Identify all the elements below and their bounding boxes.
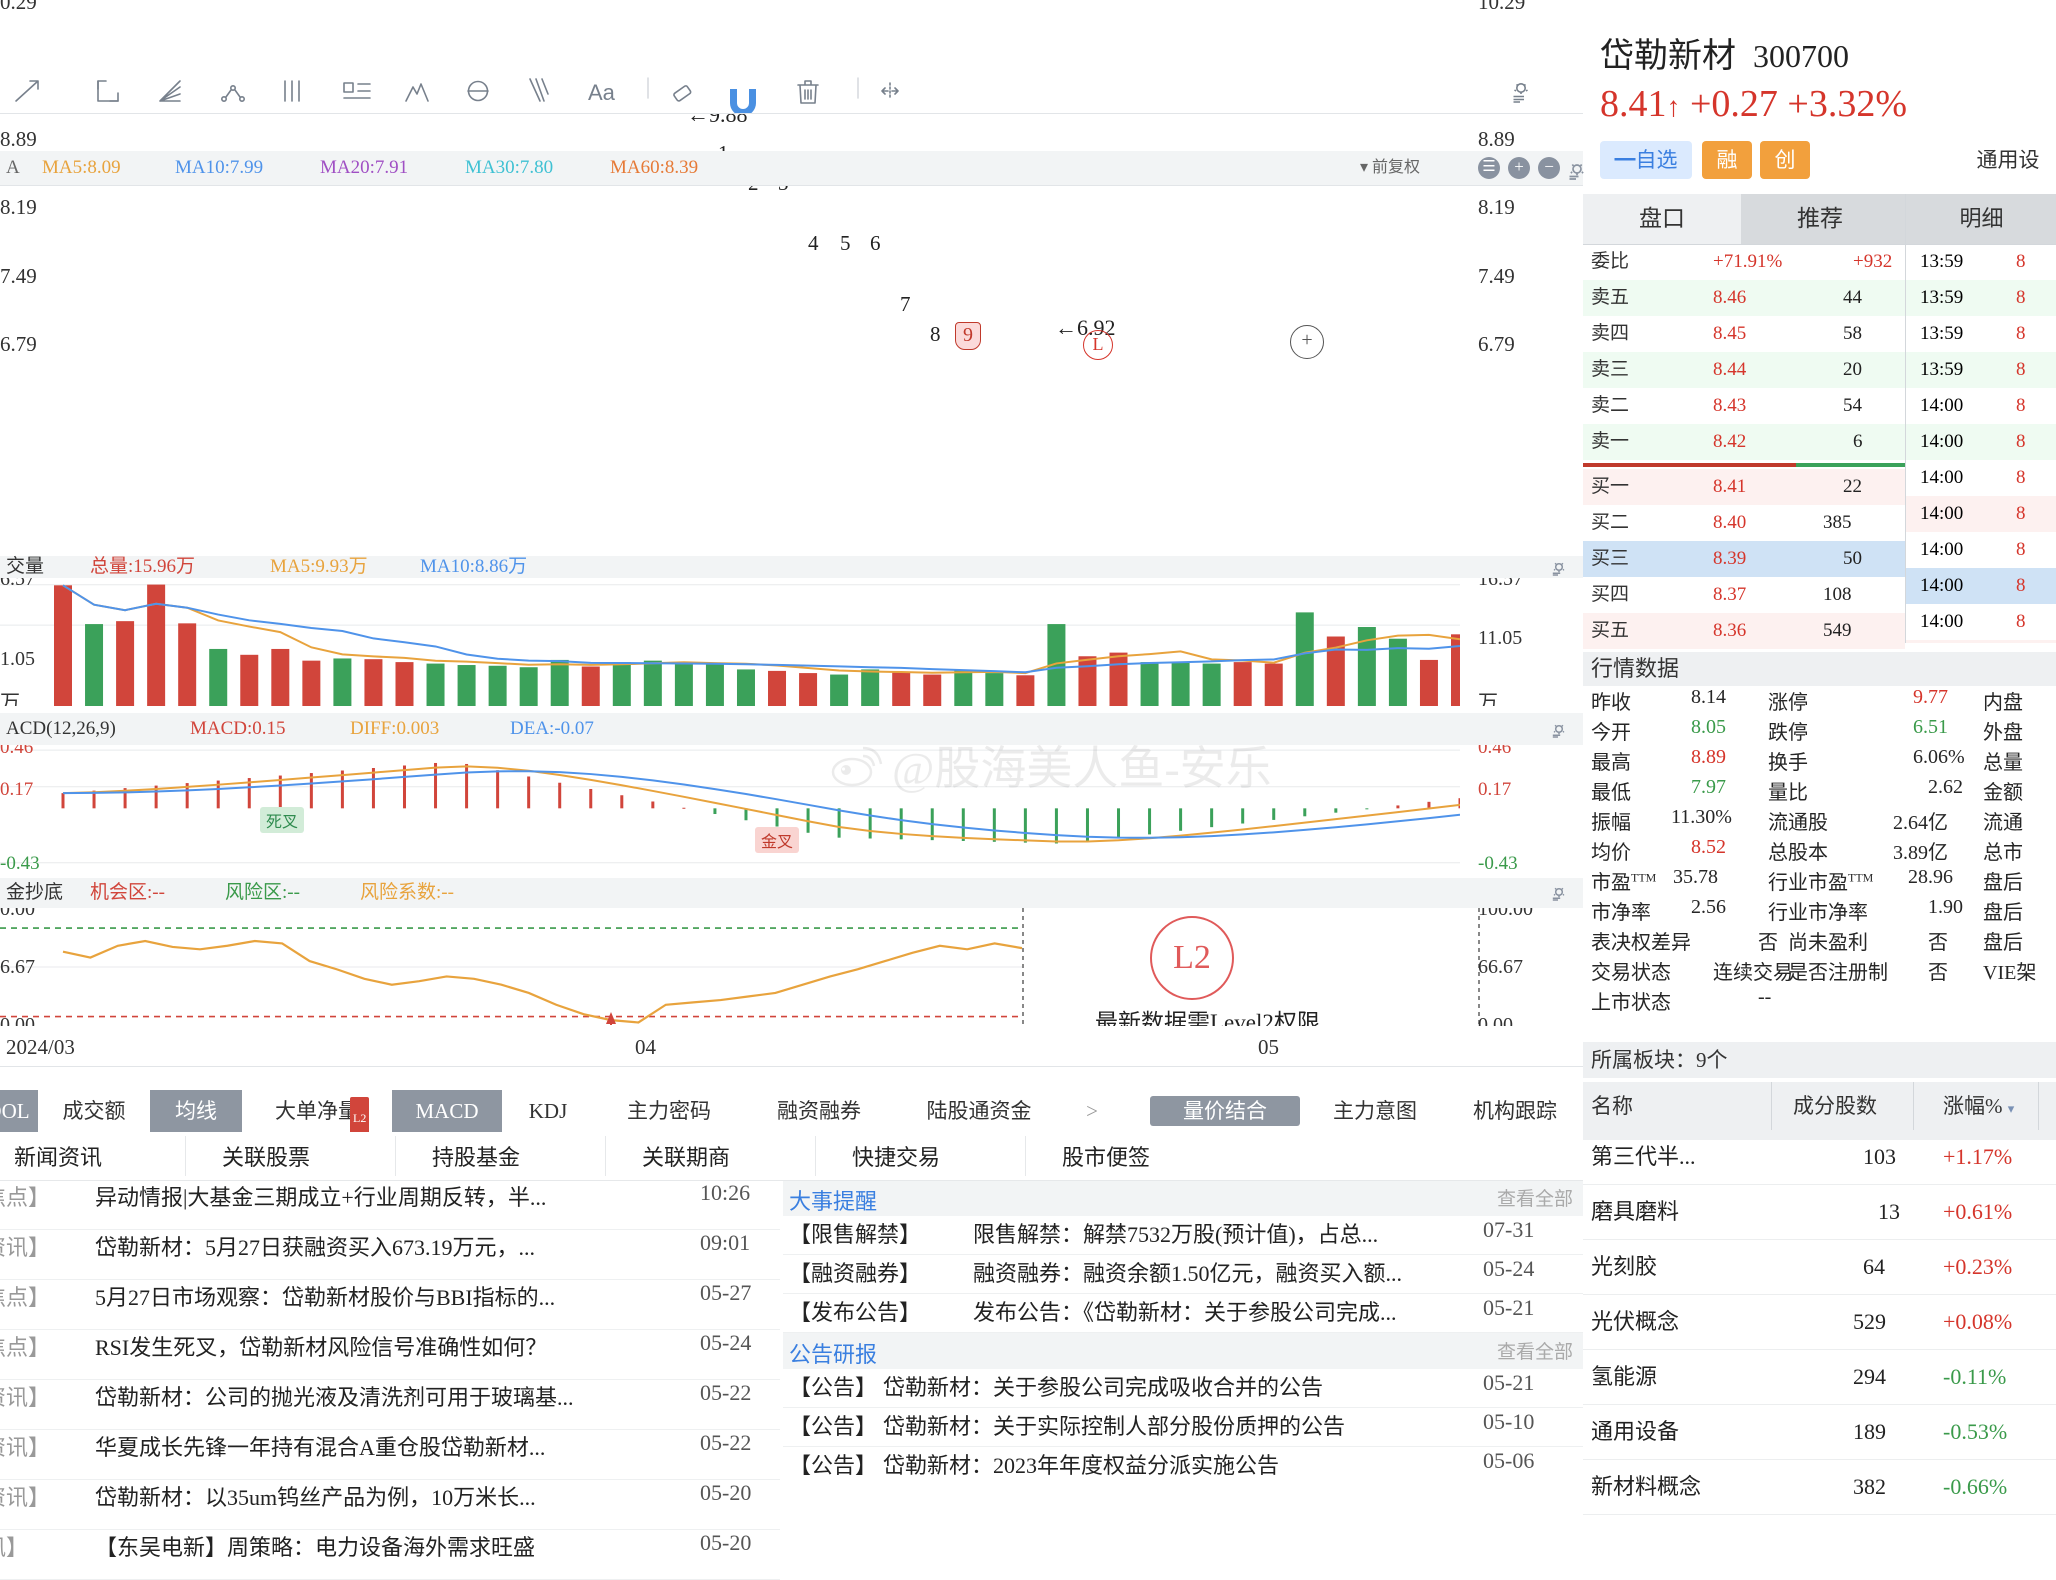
svg-text:Aa: Aa <box>588 80 616 105</box>
